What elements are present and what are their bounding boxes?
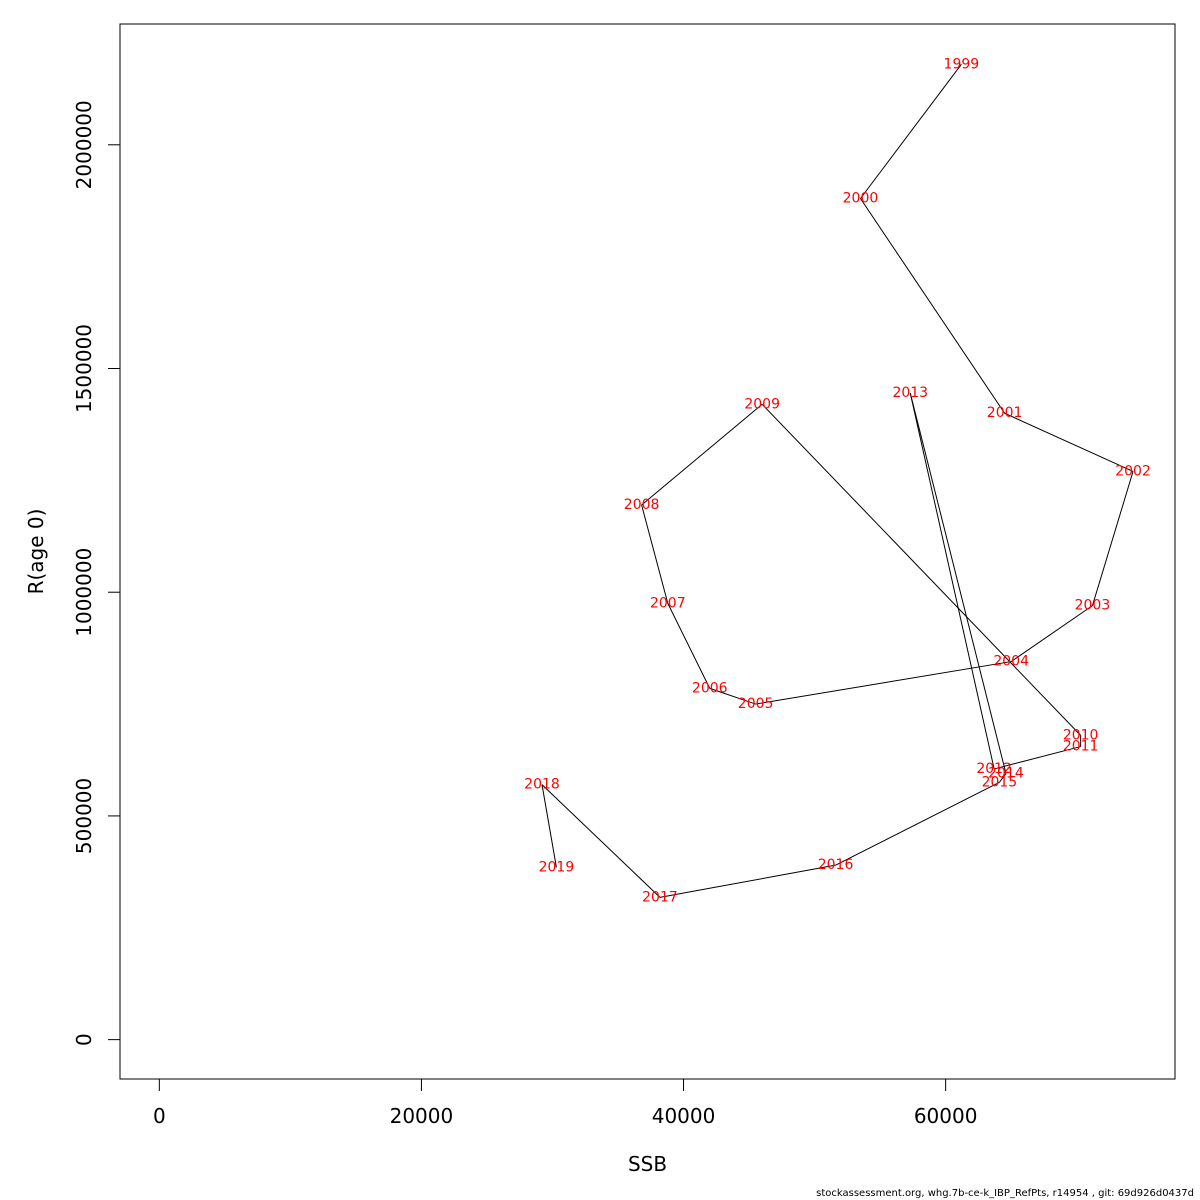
- point-label-2017: 2017: [642, 889, 678, 905]
- series-segment: [641, 403, 763, 506]
- x-axis: 0 20000 40000 60000: [153, 1078, 978, 1128]
- point-label-2002: 2002: [1115, 463, 1151, 479]
- series-segment: [709, 687, 756, 705]
- series-segment: [860, 198, 1006, 414]
- series-segment: [659, 864, 836, 898]
- y-tick-label: 1000000: [72, 548, 96, 637]
- series-segment: [1091, 471, 1134, 606]
- series-segment: [541, 784, 661, 898]
- series-segment: [1010, 605, 1093, 662]
- point-label-2003: 2003: [1075, 598, 1111, 614]
- point-label-2008: 2008: [624, 497, 660, 513]
- point-label-2009: 2009: [744, 396, 780, 412]
- x-tick-label: 0: [153, 1104, 166, 1128]
- point-label-2015: 2015: [982, 774, 1018, 790]
- point-label-2013: 2013: [892, 385, 928, 401]
- series-segment: [541, 784, 557, 868]
- x-axis-title: SSB: [628, 1152, 667, 1176]
- point-label-2018: 2018: [524, 777, 560, 793]
- y-tick-label: 1500000: [72, 324, 96, 413]
- y-axis: 0 500000 1000000 1500000 2000000: [72, 100, 121, 1046]
- point-label-2011: 2011: [1063, 739, 1099, 755]
- plot-frame: [119, 23, 1176, 1080]
- series-segment: [909, 393, 995, 770]
- point-label-2010: 2010: [1063, 727, 1099, 743]
- series-segment: [755, 661, 1012, 705]
- series-segment: [641, 504, 669, 604]
- point-label-2001: 2001: [987, 405, 1023, 421]
- point-label-1999: 1999: [944, 56, 980, 72]
- point-label-2006: 2006: [692, 680, 728, 696]
- series-segment: [998, 773, 1007, 783]
- x-tick-label: 20000: [390, 1104, 454, 1128]
- point-label-2005: 2005: [738, 696, 774, 712]
- x-tick-label: 60000: [914, 1104, 978, 1128]
- y-axis-title: R(age 0): [24, 509, 48, 595]
- series-segment: [835, 781, 1000, 866]
- series-segment: [667, 603, 711, 689]
- series-segment: [909, 392, 1007, 774]
- series-segment: [860, 63, 962, 199]
- series-line: [541, 63, 1134, 898]
- y-tick-label: 500000: [72, 778, 96, 854]
- x-tick-label: 40000: [652, 1104, 716, 1128]
- series-segment: [1004, 412, 1134, 472]
- footer-text: stockassessment.org, whg.7b-ce-k_IBP_Ref…: [816, 1188, 1194, 1199]
- point-label-2004: 2004: [993, 654, 1029, 670]
- point-label-2019: 2019: [539, 859, 575, 875]
- year-labels: 1999 2000 2001 2002 2003 2004 2005 2006 2007 2008…: [524, 56, 1151, 905]
- y-tick-label: 0: [72, 1033, 96, 1046]
- point-label-2000: 2000: [843, 190, 879, 206]
- point-label-2016: 2016: [818, 857, 854, 873]
- series-segment: [994, 746, 1081, 770]
- y-tick-label: 2000000: [72, 100, 96, 189]
- point-label-2012: 2012: [976, 761, 1012, 777]
- series-segment: [761, 403, 1082, 736]
- point-label-2007: 2007: [650, 595, 686, 611]
- point-label-2014: 2014: [988, 765, 1024, 781]
